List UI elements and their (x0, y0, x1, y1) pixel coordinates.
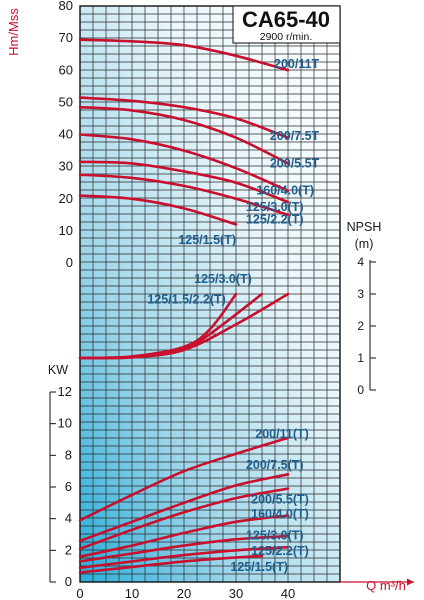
head-tick-label: 10 (59, 223, 73, 238)
power-tick-label: 0 (65, 574, 72, 589)
curve-label: 200/5.5(T) (251, 493, 309, 507)
curve-label: 125/1.5(T) (230, 560, 288, 574)
x-tick-label: 20 (177, 586, 191, 600)
head-tick-label: 50 (59, 94, 73, 109)
head-tick-label: 30 (59, 159, 73, 174)
curve-label: 200/7.5T (270, 129, 320, 143)
curve-label: 125/3.0(T) (246, 200, 304, 214)
npsh-axis-title: NPSH (347, 220, 382, 234)
npsh-tick-label: 3 (357, 287, 364, 301)
power-curve (78, 534, 290, 563)
x-tick-label: 0 (76, 586, 83, 600)
npsh-tick-label: 2 (357, 319, 364, 333)
curve-label: 200/5.5T (270, 156, 320, 170)
power-curve (78, 436, 290, 522)
head-curve (78, 38, 290, 72)
head-tick-label: 20 (59, 191, 73, 206)
power-tick-label: 2 (65, 542, 72, 557)
curve-label: 160/4.0(T) (251, 507, 309, 521)
curve-label: 125/1.5(T) (178, 233, 236, 247)
title-box (232, 5, 341, 44)
power-curve (78, 473, 290, 543)
head-axis-title: Hm/Mss (6, 8, 21, 56)
head-curve (78, 160, 290, 204)
power-curve (78, 487, 290, 551)
power-tick-label: 10 (58, 416, 72, 431)
curve-label: 125/1.5/2.2(T) (147, 293, 226, 307)
npsh-axis-unit: (m) (355, 237, 374, 251)
curve-label: 160/4.0(T) (256, 184, 314, 198)
curve-label: 125/3.0(T) (246, 528, 304, 542)
power-tick-label: 4 (65, 511, 72, 526)
plot-border (79, 5, 341, 583)
head-curve (78, 173, 290, 217)
power-curve (78, 514, 290, 558)
head-curve (78, 194, 238, 226)
x-tick-label: 40 (281, 586, 295, 600)
power-axis-title: KW (48, 363, 68, 377)
x-tick-label: 30 (229, 586, 243, 600)
curves (78, 38, 290, 574)
head-tick-label: 80 (59, 0, 73, 13)
head-tick-label: 40 (59, 127, 73, 142)
power-tick-label: 6 (65, 479, 72, 494)
power-curve (78, 554, 264, 574)
npsh-tick-label: 0 (357, 383, 364, 397)
curve-label: 125/2.2(T) (246, 213, 304, 227)
curve-label: 200/11T (274, 57, 320, 71)
head-curve (78, 96, 290, 139)
head-curve (78, 133, 290, 192)
x-tick-label: 10 (125, 586, 139, 600)
curve-label: 125/2.2(T) (251, 544, 309, 558)
labels: 200/11T 200/7.5T 200/5.5T 160/4.0(T) 125/3.0… (147, 57, 319, 574)
power-tick-label: 12 (58, 384, 72, 399)
curve-label: 125/3.0(T) (194, 272, 252, 286)
x-axis-title: Q m³/h (366, 578, 406, 593)
grid-lines (79, 5, 341, 583)
npsh-tick-label: 4 (357, 255, 364, 269)
head-tick-label: 60 (59, 62, 73, 77)
npsh-curve (78, 292, 290, 360)
head-tick-label: 0 (66, 255, 73, 270)
chart-title: CA65-40 (242, 7, 330, 32)
head-curve (78, 105, 290, 165)
head-tick-label: 70 (59, 30, 73, 45)
curve-label: 200/7.5(T) (246, 458, 304, 472)
curve-label: 200/11(T) (255, 427, 309, 441)
power-tick-label: 8 (65, 447, 72, 462)
npsh-tick-label: 1 (357, 351, 364, 365)
power-curve (78, 545, 290, 570)
x-axis-arrow-head (407, 578, 414, 586)
chart-subtitle: 2900 r/min. (260, 31, 313, 43)
